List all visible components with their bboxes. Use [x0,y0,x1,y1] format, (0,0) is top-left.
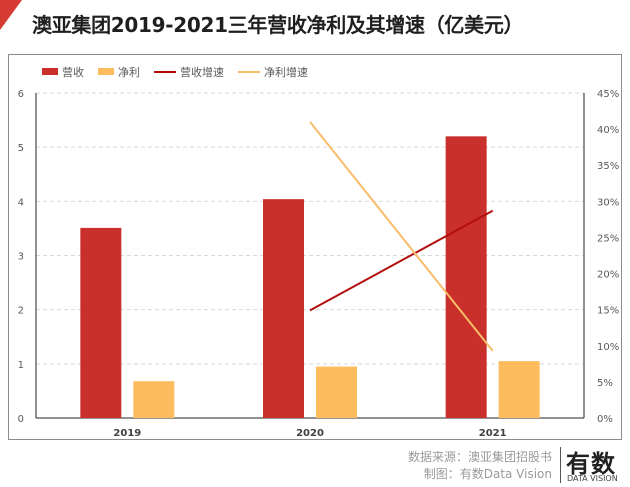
brand-logo-sub: DATA VISION [567,474,618,483]
chart-panel [8,54,622,440]
corner-accent [0,0,22,30]
y-left-tick-label: 6 [18,89,24,100]
bar-revenue [445,136,487,419]
y-left-tick-label: 5 [18,143,24,154]
legend-swatch [42,68,58,75]
y-right-tick-label: 5% [597,378,613,389]
bar-net-profit [133,381,175,418]
made-by-text: 制图：有数Data Vision [423,467,552,481]
footer-divider [560,447,561,483]
bar-revenue [263,199,304,418]
legend-label: 营收增速 [180,65,224,79]
y-left-tick-label: 2 [18,306,24,317]
legend-label: 净利 [118,65,140,79]
y-left-tick-label: 0 [18,414,24,425]
y-right-tick-label: 10% [597,342,619,353]
y-right-tick-label: 40% [597,125,619,136]
y-left-tick-label: 4 [18,197,24,208]
chart-title: 澳亚集团2019-2021三年营收净利及其增速（亿美元） [32,13,524,37]
legend-label: 营收 [62,65,84,79]
bar-revenue [80,227,122,418]
x-tick-label: 2021 [479,428,507,439]
brand-logo: 有数 [566,450,616,478]
y-left-tick-label: 1 [18,360,24,371]
y-right-tick-label: 0% [597,414,613,425]
x-tick-label: 2020 [296,428,324,439]
line-revenue-growth [309,209,494,312]
y-right-tick-label: 15% [597,306,619,317]
y-right-tick-label: 30% [597,197,619,208]
y-right-tick-label: 20% [597,270,619,281]
legend-swatch [98,68,114,75]
line-profit-growth [309,121,494,352]
y-right-tick-label: 25% [597,233,619,244]
source-note: 数据来源：澳亚集团招股书 制图：有数Data Vision [408,449,552,483]
data-source-text: 数据来源：澳亚集团招股书 [407,450,552,464]
y-right-tick-label: 45% [597,89,619,100]
bar-net-profit [316,366,357,418]
x-tick-label: 2019 [113,428,141,439]
legend-label: 净利增速 [264,65,308,79]
y-left-tick-label: 3 [18,252,24,263]
y-right-tick-label: 35% [597,161,619,172]
bar-net-profit [498,361,540,418]
